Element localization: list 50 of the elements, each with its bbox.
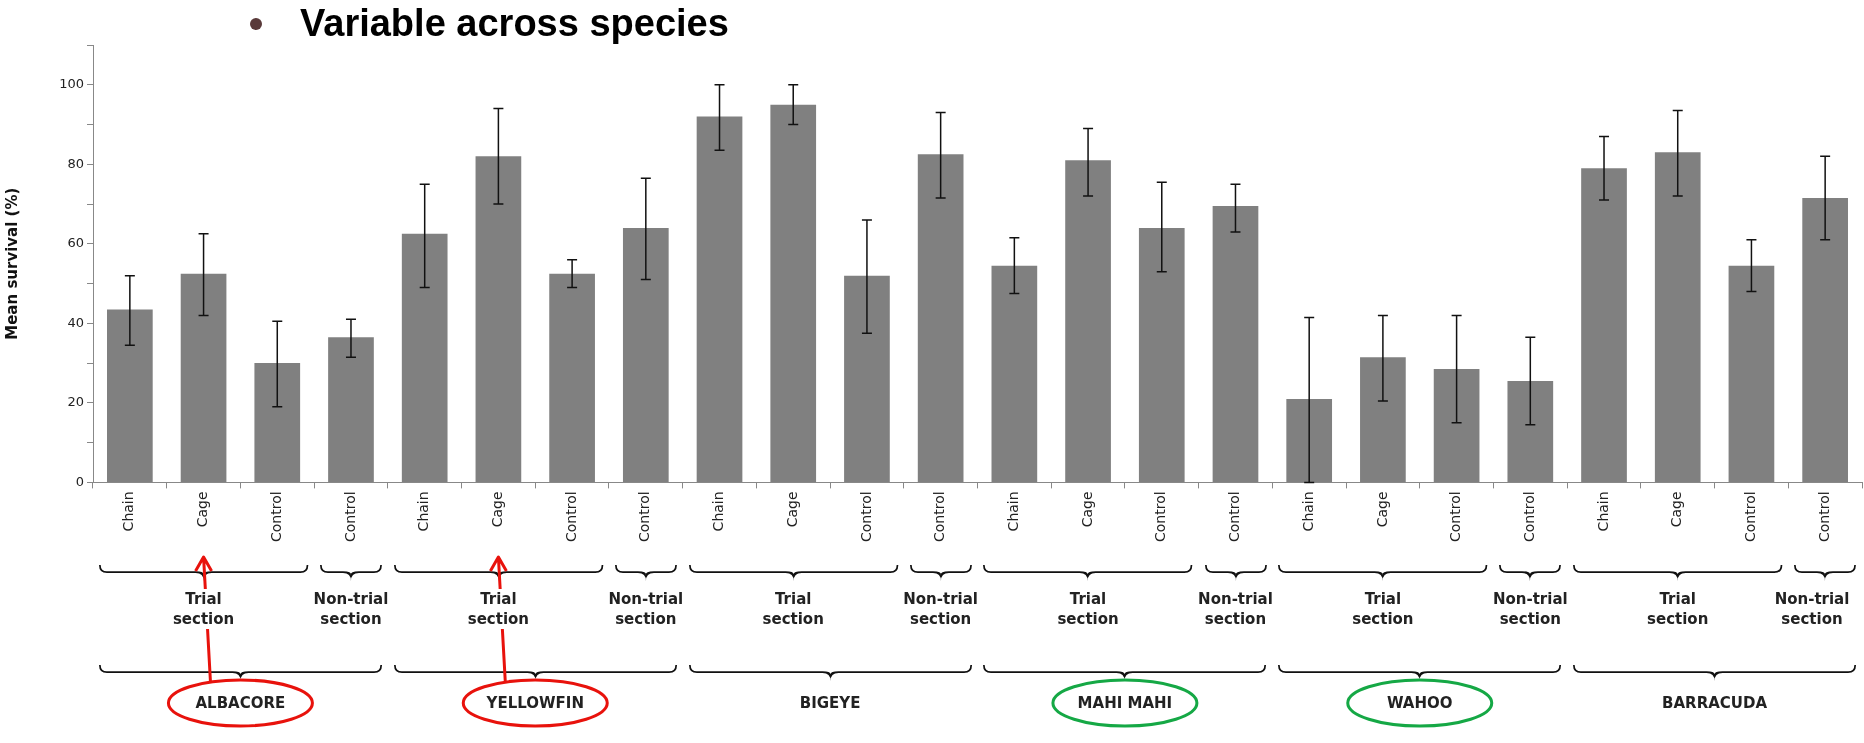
x-tick-label: Control xyxy=(857,491,874,542)
text: BIGEYE xyxy=(798,693,862,713)
y-tick-label: 0 xyxy=(75,473,84,489)
text: Non-trial section xyxy=(300,589,401,629)
x-tick-label: Cage xyxy=(489,491,506,528)
chart-title: Variable across species xyxy=(300,2,729,45)
x-tick-label: Cage xyxy=(1078,491,1095,528)
x-tick-label: Control xyxy=(341,491,358,542)
text: Trial section xyxy=(1048,589,1129,629)
y-tick-label: 80 xyxy=(67,155,84,171)
x-tick-label: Control xyxy=(931,491,948,542)
text: Non-trial section xyxy=(595,589,696,629)
x-tick-label: Chain xyxy=(1594,491,1611,532)
text: Trial section xyxy=(753,589,834,629)
text: Trial section xyxy=(163,589,244,629)
x-tick-label: Chain xyxy=(120,491,137,532)
x-tick-label: Cage xyxy=(194,491,211,528)
x-tick-label: Control xyxy=(636,491,653,542)
text: Non-trial section xyxy=(1480,589,1581,629)
x-tick-label: Control xyxy=(1742,491,1759,542)
x-tick-label: Chain xyxy=(1299,491,1316,532)
text: Trial section xyxy=(1637,589,1718,629)
text: YELLOWFIN xyxy=(485,693,585,713)
y-tick-label: 100 xyxy=(59,76,84,92)
x-tick-label: Chain xyxy=(415,491,432,532)
x-tick-label: Control xyxy=(267,491,284,542)
x-tick-label: Cage xyxy=(783,491,800,528)
text: Non-trial section xyxy=(1762,589,1862,629)
text: Trial section xyxy=(1342,589,1423,629)
x-tick-label: Chain xyxy=(710,491,727,532)
x-tick-label: Control xyxy=(1520,491,1537,542)
y-tick-label: 20 xyxy=(67,394,84,410)
x-tick-label: Cage xyxy=(1373,491,1390,528)
x-tick-label: Control xyxy=(1815,491,1832,542)
text: BARRACUDA xyxy=(1661,693,1769,713)
x-tick-label: Control xyxy=(1447,491,1464,542)
x-tick-label: Cage xyxy=(1668,491,1685,528)
text: WAHOO xyxy=(1385,693,1454,713)
y-tick-label: 60 xyxy=(67,235,84,251)
x-tick-label: Chain xyxy=(1004,491,1021,532)
x-tick-label: Control xyxy=(562,491,579,542)
text: Trial section xyxy=(458,589,539,629)
text: Non-trial section xyxy=(890,589,991,629)
text: MAHI MAHI xyxy=(1076,693,1174,713)
text: Non-trial section xyxy=(1185,589,1286,629)
y-tick-label: 40 xyxy=(67,314,84,330)
x-tick-label: Control xyxy=(1226,491,1243,542)
y-axis-title: Mean survival (%) xyxy=(2,187,21,340)
x-tick-label: Control xyxy=(1152,491,1169,542)
text: ALBACORE xyxy=(194,693,287,713)
